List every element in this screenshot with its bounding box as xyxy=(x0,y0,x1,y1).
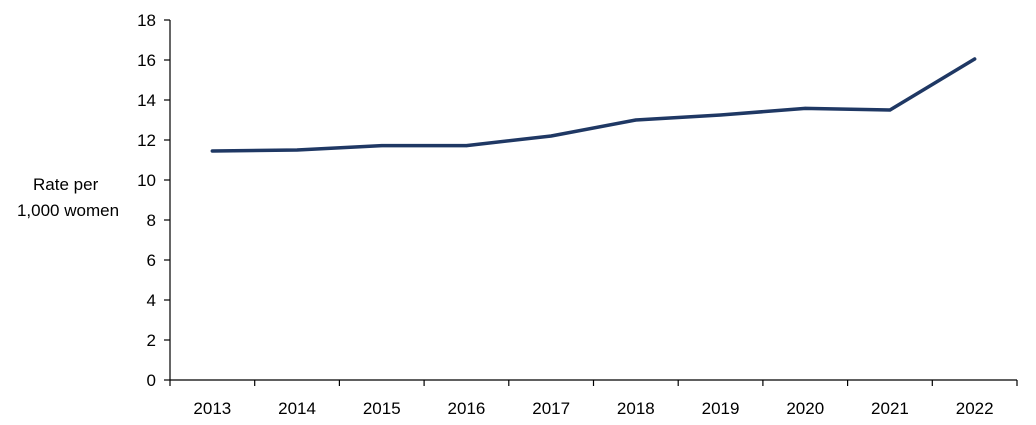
x-tick-label: 2022 xyxy=(956,399,994,418)
y-tick-label: 2 xyxy=(147,331,156,350)
y-tick-label: 16 xyxy=(137,51,156,70)
data-point xyxy=(973,57,977,61)
x-tick-label: 2021 xyxy=(871,399,909,418)
y-axis: 0 2 4 6 8 10 12 14 16 18 xyxy=(137,11,171,390)
data-point xyxy=(210,149,214,153)
y-tick-label: 8 xyxy=(147,211,156,230)
x-tick-label: 2018 xyxy=(617,399,655,418)
x-tick-label: 2015 xyxy=(363,399,401,418)
y-tick-label: 4 xyxy=(147,291,156,310)
x-tick-label: 2019 xyxy=(702,399,740,418)
y-tick-label: 12 xyxy=(137,131,156,150)
data-point xyxy=(634,118,638,122)
y-tick-label: 14 xyxy=(137,91,156,110)
data-point xyxy=(549,134,553,138)
x-tick-label: 2013 xyxy=(193,399,231,418)
y-tick-label: 18 xyxy=(137,11,156,30)
data-point xyxy=(464,144,468,148)
y-tick-label: 0 xyxy=(147,371,156,390)
data-point xyxy=(380,144,384,148)
x-tick-label: 2020 xyxy=(786,399,824,418)
y-tick-label: 10 xyxy=(137,171,156,190)
y-axis-label: Rate per 1,000 women xyxy=(17,175,119,220)
x-axis: 2013 2014 2015 2016 2017 2018 2019 2020 2021 2022 xyxy=(169,379,1018,418)
x-tick-label: 2017 xyxy=(532,399,570,418)
data-point xyxy=(803,106,807,110)
x-tick-label: 2014 xyxy=(278,399,316,418)
y-tick-label: 6 xyxy=(147,251,156,270)
series-line xyxy=(210,57,977,153)
y-axis-label-line-2: 1,000 women xyxy=(17,201,119,220)
series-group xyxy=(210,57,977,153)
y-axis-label-line-1: Rate per xyxy=(33,175,99,194)
data-point xyxy=(719,113,723,117)
x-tick-label: 2016 xyxy=(448,399,486,418)
data-point xyxy=(295,148,299,152)
data-point xyxy=(888,108,892,112)
